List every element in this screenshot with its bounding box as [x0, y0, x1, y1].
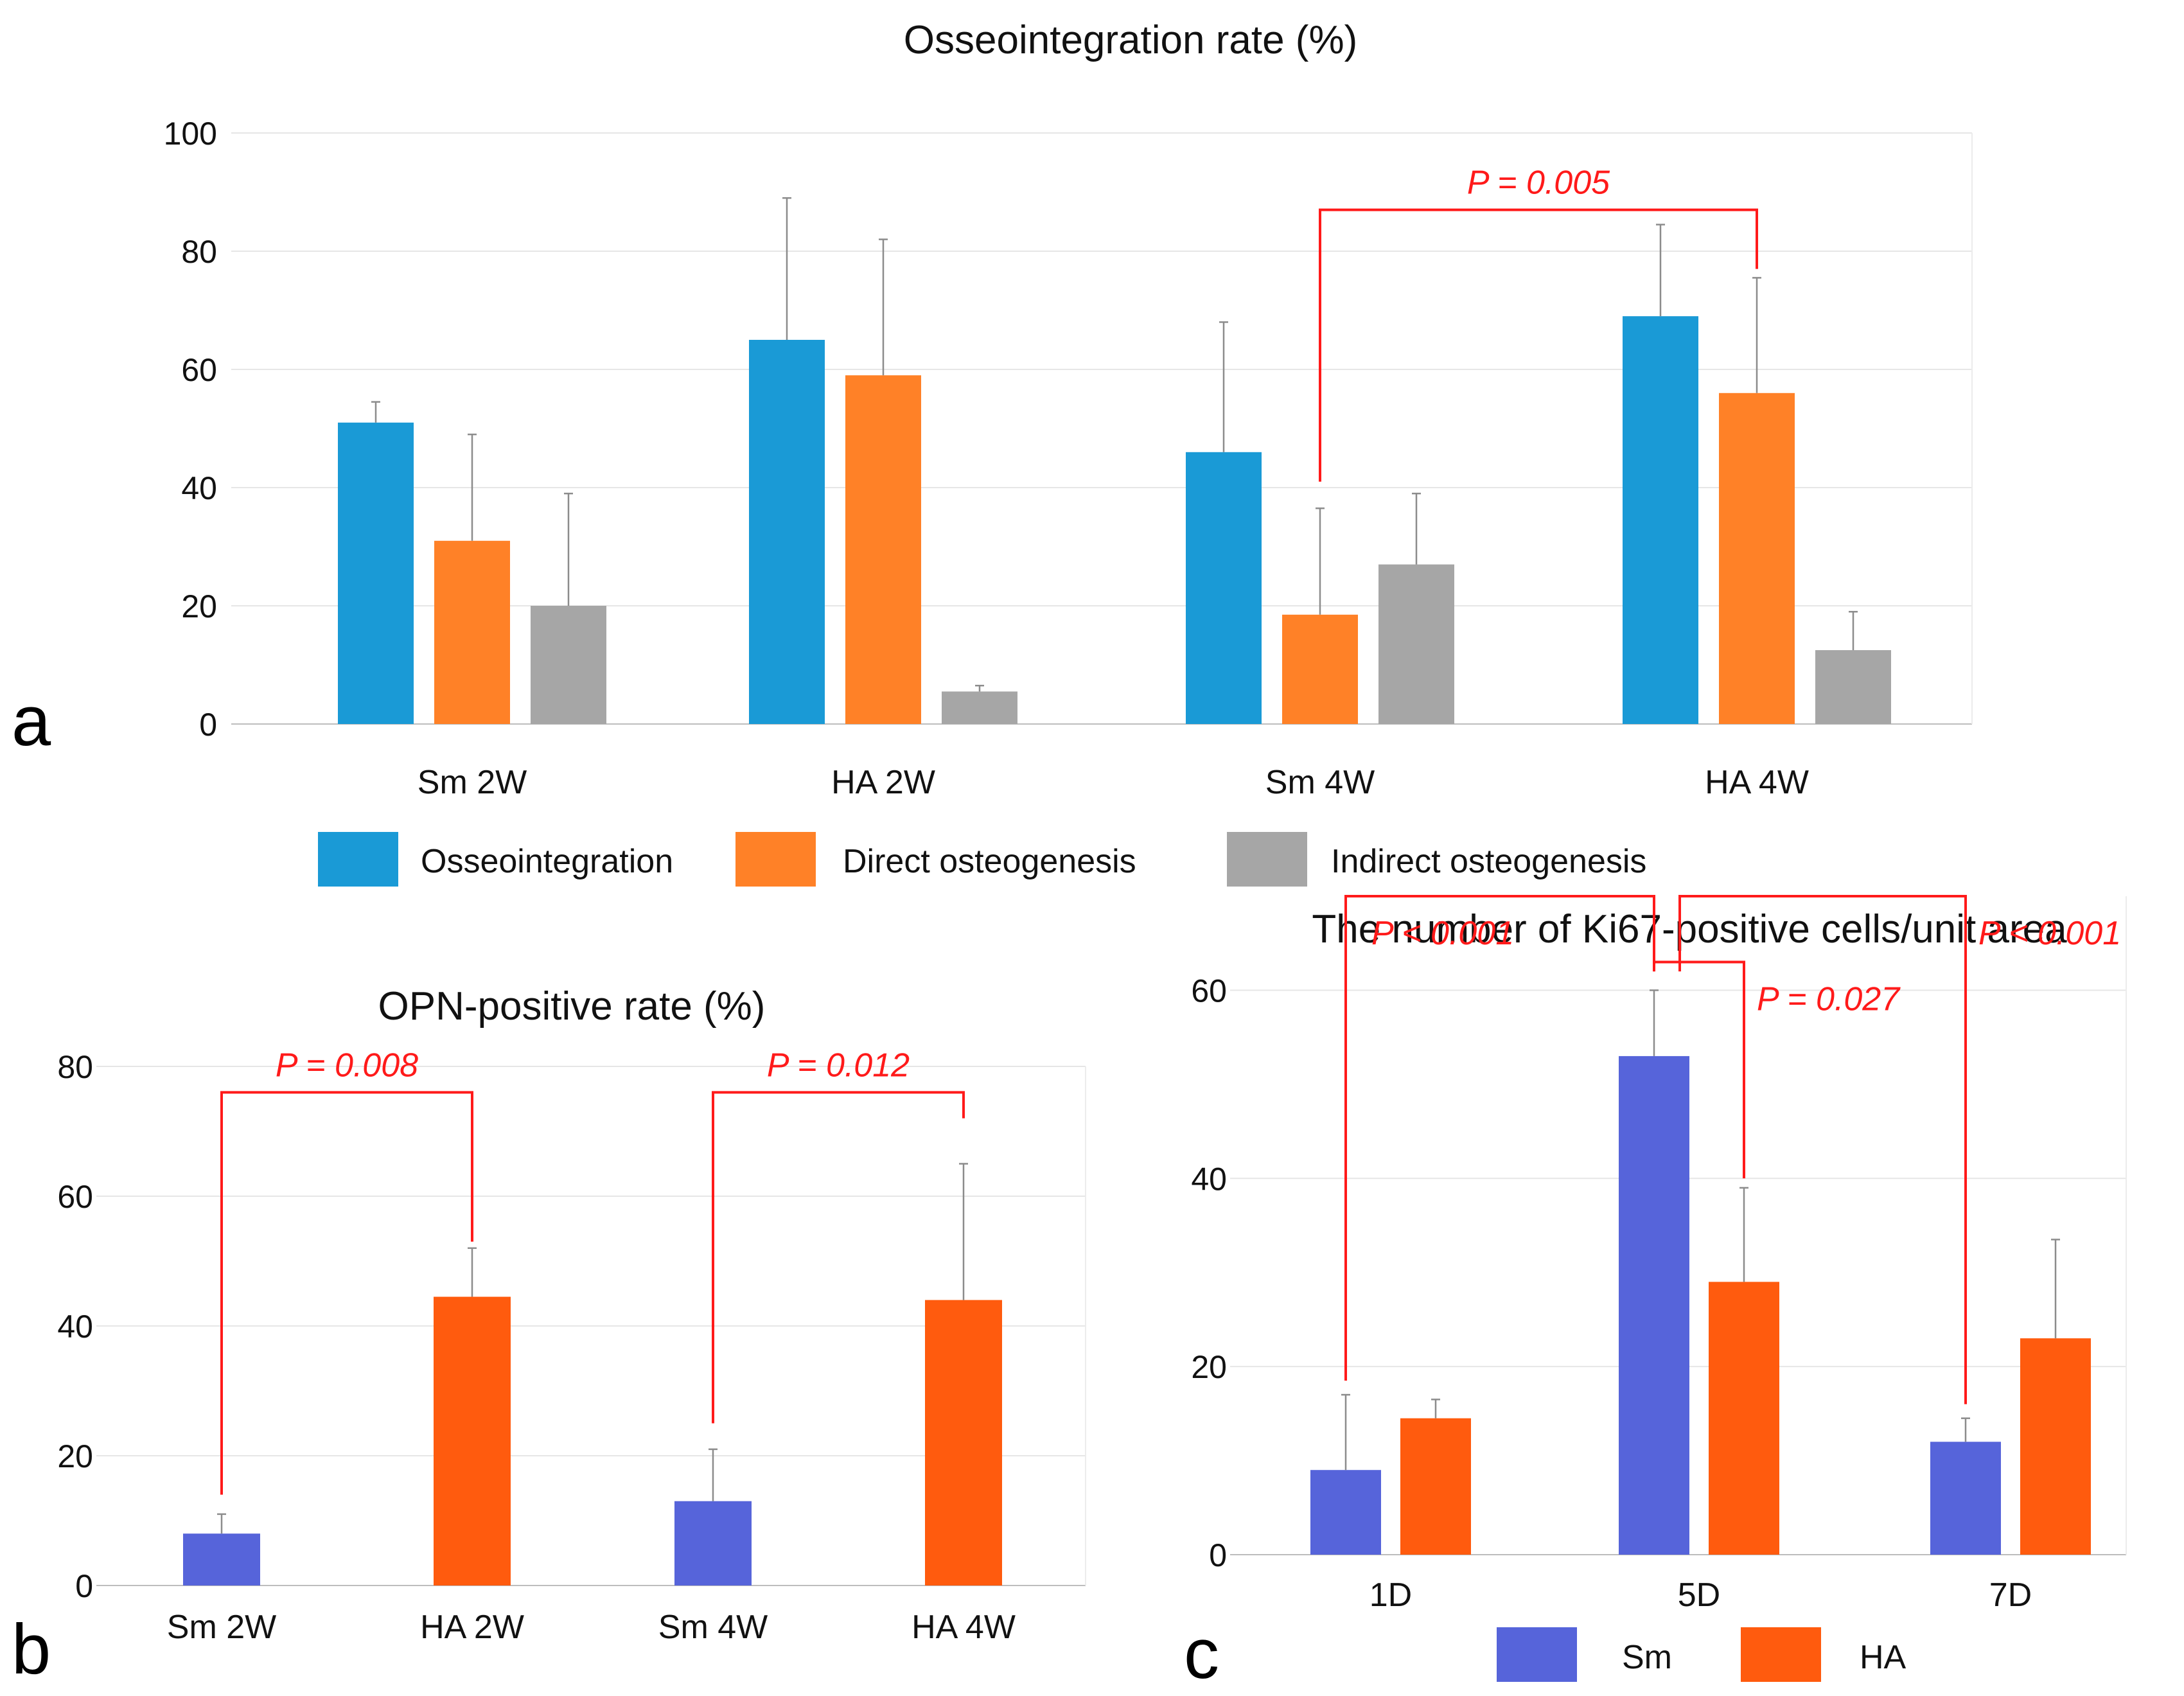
bar — [1186, 452, 1262, 724]
bar — [942, 691, 1017, 724]
y-axis-ticks: 0 20 40 60 — [1191, 973, 1227, 1573]
panel-label: c — [1184, 1614, 1219, 1693]
bar — [1709, 1282, 1779, 1555]
bar — [1378, 564, 1454, 724]
x-axis-categories: 1D 5D 7D — [1369, 1577, 2032, 1614]
bar — [434, 1296, 511, 1586]
bar — [749, 340, 825, 724]
x-category-label: 5D — [1678, 1577, 1720, 1614]
legend-label-osseointegration: Osseointegration — [421, 843, 673, 880]
significance-annotations: P = 0.008 P = 0.012 — [220, 1047, 965, 1495]
x-category-label: 7D — [1989, 1577, 2032, 1614]
significance-bracket — [1653, 960, 1745, 1179]
y-tick-label: 0 — [75, 1568, 93, 1604]
y-axis-ticks: 0 20 40 60 80 100 — [164, 116, 217, 743]
y-tick-label: 80 — [181, 234, 217, 270]
y-tick-label: 20 — [57, 1438, 93, 1474]
chart-title: OPN-positive rate (%) — [378, 984, 766, 1029]
chart-osseointegration: Osseointegration rate (%) 0 20 40 60 80 100 S… — [12, 18, 1973, 887]
legend-swatch-osseointegration — [318, 832, 398, 887]
significance-annotations: P < 0.001 P = 0.027 P < 0.001 — [1344, 895, 2121, 1404]
panel-label: b — [12, 1610, 51, 1689]
bar — [845, 375, 921, 724]
p-value-label: P < 0.001 — [1978, 915, 2121, 952]
x-axis-categories: Sm 2W HA 2W Sm 4W HA 4W — [167, 1609, 1016, 1646]
legend: Osseointegration Direct osteogenesis Ind… — [318, 832, 1646, 887]
legend: Sm HA — [1497, 1627, 1907, 1682]
p-value-label: P = 0.008 — [276, 1047, 418, 1084]
y-tick-label: 40 — [181, 470, 217, 506]
bar — [183, 1533, 260, 1586]
y-tick-label: 60 — [57, 1179, 93, 1215]
p-value-label: P = 0.027 — [1757, 981, 1901, 1018]
y-tick-label: 80 — [57, 1049, 93, 1085]
bar — [1623, 316, 1698, 724]
y-axis-ticks: 0 20 40 60 80 — [57, 1049, 93, 1604]
y-tick-label: 0 — [1209, 1537, 1227, 1573]
bars — [183, 1163, 1002, 1586]
x-category-label: 1D — [1369, 1577, 1412, 1614]
chart-ki67-positive: The number of Ki67-positive cells/unit a… — [1184, 895, 2127, 1693]
bar — [1310, 1470, 1381, 1555]
legend-swatch-indirect-osteogenesis — [1227, 832, 1307, 887]
bar — [1619, 1056, 1689, 1555]
significance-annotations: P = 0.005 — [1319, 164, 1758, 482]
legend-label-sm: Sm — [1622, 1639, 1672, 1676]
x-category-label: HA 4W — [1705, 764, 1809, 801]
significance-bracket — [1678, 895, 1967, 1404]
legend-label-ha: HA — [1860, 1639, 1907, 1676]
bar — [1400, 1418, 1471, 1555]
bar — [925, 1300, 1002, 1586]
x-axis-categories: Sm 2W HA 2W Sm 4W HA 4W — [418, 764, 1809, 801]
p-value-label: P < 0.001 — [1371, 915, 1514, 952]
y-tick-label: 0 — [199, 707, 217, 743]
x-category-label: HA 4W — [911, 1609, 1016, 1646]
x-category-label: HA 2W — [831, 764, 935, 801]
x-category-label: Sm 4W — [1265, 764, 1375, 801]
bar — [2020, 1338, 2091, 1555]
chart-title: Osseointegration rate (%) — [904, 18, 1357, 62]
bar — [338, 422, 414, 724]
bar — [531, 606, 606, 724]
chart-opn-positive: OPN-positive rate (%) 0 20 40 60 80 Sm 2W HA … — [12, 984, 1086, 1689]
x-category-label: Sm 4W — [658, 1609, 768, 1646]
x-category-label: Sm 2W — [167, 1609, 276, 1646]
bars — [1310, 989, 2091, 1555]
grid-lines — [96, 1066, 1086, 1586]
significance-bracket — [1344, 895, 1655, 1381]
significance-bracket — [1319, 208, 1758, 482]
p-value-label: P = 0.012 — [767, 1047, 910, 1084]
bar — [1815, 650, 1891, 724]
significance-bracket — [712, 1091, 965, 1424]
bar — [434, 540, 510, 724]
x-category-label: HA 2W — [420, 1609, 524, 1646]
bars — [338, 197, 1891, 724]
significance-bracket — [220, 1091, 473, 1495]
legend-swatch-sm — [1497, 1627, 1577, 1682]
p-value-label: P = 0.005 — [1467, 164, 1610, 202]
y-tick-label: 60 — [181, 352, 217, 388]
legend-label-indirect-osteogenesis: Indirect osteogenesis — [1331, 843, 1646, 880]
bar — [1282, 614, 1358, 724]
y-tick-label: 40 — [1191, 1161, 1227, 1197]
legend-swatch-direct-osteogenesis — [735, 832, 816, 887]
y-tick-label: 100 — [164, 116, 217, 152]
legend-label-direct-osteogenesis: Direct osteogenesis — [843, 843, 1136, 880]
legend-swatch-ha — [1741, 1627, 1821, 1682]
bar — [1719, 393, 1795, 724]
chart-title: The number of Ki67-positive cells/unit a… — [1312, 907, 2067, 951]
bar — [674, 1501, 752, 1586]
y-tick-label: 40 — [57, 1309, 93, 1345]
bar — [1930, 1442, 2001, 1555]
y-tick-label: 20 — [1191, 1349, 1227, 1385]
panel-label: a — [12, 682, 51, 761]
y-tick-label: 20 — [181, 588, 217, 624]
y-tick-label: 60 — [1191, 973, 1227, 1009]
x-category-label: Sm 2W — [418, 764, 527, 801]
